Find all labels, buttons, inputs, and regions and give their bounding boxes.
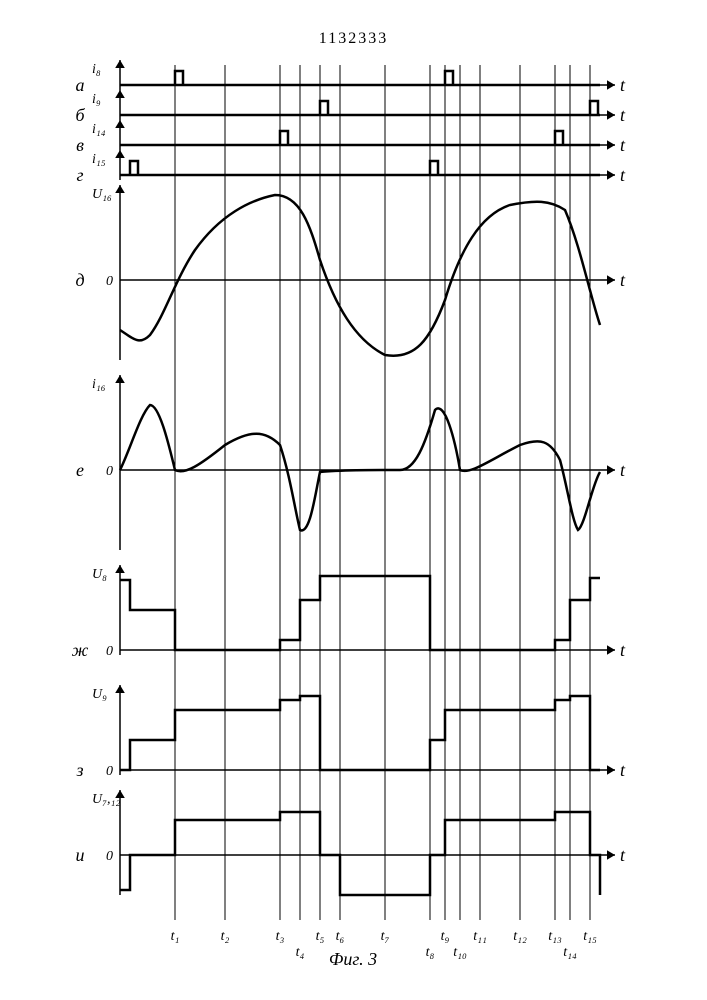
svg-text:t₂: t₂ bbox=[221, 929, 230, 944]
svg-text:i₉: i₉ bbox=[92, 92, 101, 107]
timing-diagram-svg: t а i₈ t б i₉ t в i₁₄ t г i₁₅ t д U₁₆ 0 t е i₁₆ 0 t ж U₈ 0 t з U₉ 0… bbox=[0, 0, 707, 1000]
svg-text:t: t bbox=[620, 135, 626, 155]
svg-text:0: 0 bbox=[106, 274, 113, 289]
svg-text:t₁₄: t₁₄ bbox=[563, 945, 577, 960]
svg-text:t₁₅: t₁₅ bbox=[583, 929, 597, 944]
svg-text:0: 0 bbox=[106, 464, 113, 479]
svg-text:t₃: t₃ bbox=[276, 929, 285, 944]
svg-text:д: д bbox=[75, 270, 84, 290]
svg-text:t₈: t₈ bbox=[426, 945, 435, 960]
svg-text:0: 0 bbox=[106, 849, 113, 864]
svg-text:i₁₆: i₁₆ bbox=[92, 377, 106, 392]
svg-text:а: а bbox=[76, 75, 85, 95]
svg-text:t₉: t₉ bbox=[441, 929, 450, 944]
svg-text:0: 0 bbox=[106, 644, 113, 659]
svg-text:U₉: U₉ bbox=[92, 687, 107, 702]
svg-text:u: u bbox=[76, 845, 85, 865]
svg-text:t₇: t₇ bbox=[381, 929, 390, 944]
svg-text:ж: ж bbox=[72, 640, 89, 660]
svg-text:U₁₆: U₁₆ bbox=[92, 187, 112, 202]
svg-text:t₁₃: t₁₃ bbox=[548, 929, 562, 944]
svg-text:0: 0 bbox=[106, 764, 113, 779]
svg-text:i₁₅: i₁₅ bbox=[92, 152, 106, 167]
svg-text:i₁₄: i₁₄ bbox=[92, 122, 106, 137]
svg-text:t₄: t₄ bbox=[296, 945, 305, 960]
svg-text:t₁₀: t₁₀ bbox=[453, 945, 467, 960]
svg-text:t: t bbox=[620, 270, 626, 290]
svg-text:t: t bbox=[620, 105, 626, 125]
svg-text:в: в bbox=[76, 135, 84, 155]
svg-text:t: t bbox=[620, 165, 626, 185]
svg-text:Фиг. 3: Фиг. 3 bbox=[329, 949, 377, 969]
svg-text:t₁₂: t₁₂ bbox=[513, 929, 527, 944]
svg-text:б: б bbox=[75, 105, 85, 125]
svg-text:t₅: t₅ bbox=[316, 929, 325, 944]
figure-container: t а i₈ t б i₉ t в i₁₄ t г i₁₅ t д U₁₆ 0 t е i₁₆ 0 t ж U₈ 0 t з U₉ 0… bbox=[0, 0, 707, 1000]
svg-text:t₆: t₆ bbox=[336, 929, 345, 944]
svg-text:U₈: U₈ bbox=[92, 567, 107, 582]
svg-text:t: t bbox=[620, 845, 626, 865]
svg-text:t: t bbox=[620, 640, 626, 660]
page-number: 1132333 bbox=[0, 30, 707, 48]
svg-text:з: з bbox=[75, 760, 83, 780]
svg-text:г: г bbox=[76, 165, 83, 185]
svg-text:t₁: t₁ bbox=[171, 929, 180, 944]
svg-text:t: t bbox=[620, 760, 626, 780]
svg-text:t: t bbox=[620, 460, 626, 480]
svg-text:t: t bbox=[620, 75, 626, 95]
svg-text:U₇,₁₂: U₇,₁₂ bbox=[92, 792, 120, 807]
svg-text:t₁₁: t₁₁ bbox=[473, 929, 487, 944]
svg-text:i₈: i₈ bbox=[92, 62, 101, 77]
svg-text:е: е bbox=[76, 460, 84, 480]
